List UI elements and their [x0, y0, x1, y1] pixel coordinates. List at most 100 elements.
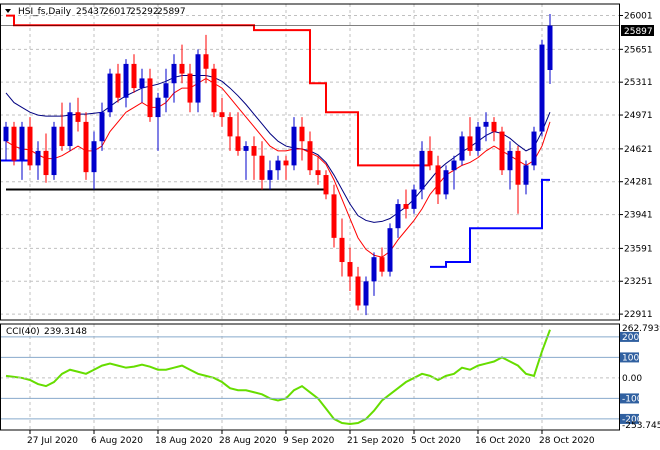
- dropdown-triangle-icon[interactable]: [5, 9, 11, 13]
- candle-body: [139, 78, 145, 89]
- candle-body: [339, 237, 345, 263]
- candle-body: [195, 54, 201, 103]
- ohlc-low: 25292: [130, 7, 159, 17]
- price-tick-label: 25311: [624, 78, 653, 88]
- price-tick-label: 24281: [624, 178, 653, 188]
- candle-body: [59, 126, 65, 147]
- candle-body: [411, 189, 417, 209]
- time-tick-label: 16 Oct 2020: [475, 436, 531, 446]
- cci-level-label: 100: [622, 353, 639, 363]
- ohlc-close: 25897: [157, 7, 186, 17]
- candle-body: [547, 25, 553, 71]
- candle-body: [27, 126, 33, 166]
- ema-slow-line: [5, 75, 551, 223]
- price-panel-frame: [0, 3, 620, 321]
- cci-max-label: 262.7939: [622, 324, 660, 334]
- candle-body: [419, 150, 425, 190]
- candle-body: [19, 126, 25, 161]
- candle-body: [243, 146, 249, 151]
- cci-level-label: -100: [622, 394, 643, 404]
- candle-body: [467, 136, 473, 151]
- price-tick-label: 23941: [624, 211, 653, 221]
- candle-body: [107, 73, 113, 113]
- candle-body: [163, 83, 169, 98]
- candle-body: [171, 63, 177, 84]
- cci-level-label: -200: [622, 415, 643, 425]
- price-tick-label: 25651: [624, 45, 653, 55]
- price-tick-label: 24971: [624, 111, 653, 121]
- candle-body: [315, 170, 321, 176]
- candle-body: [115, 73, 121, 98]
- candle-body: [99, 112, 105, 142]
- candle-body: [251, 146, 257, 156]
- candles-layer: [3, 13, 553, 316]
- candle-body: [259, 155, 265, 180]
- candle-body: [67, 112, 73, 147]
- time-tick-label: 9 Sep 2020: [283, 436, 335, 446]
- indicator-lines-layer: [0, 14, 619, 426]
- channel-high-line: [6, 14, 430, 167]
- cci-panel: 200 100 0.00 -100 -200 262.7939 -253.745: [0, 324, 660, 431]
- candle-body: [347, 262, 353, 277]
- candle-body: [131, 63, 137, 89]
- candle-body: [155, 97, 161, 118]
- current-price-label: 25897: [624, 27, 653, 37]
- candle-body: [211, 68, 217, 113]
- time-tick-label: 28 Oct 2020: [539, 436, 595, 446]
- candle-body: [355, 276, 361, 306]
- time-tick-label: 27 Jul 2020: [27, 436, 78, 446]
- candle-body: [523, 165, 529, 185]
- ohlc-high: 26017: [103, 7, 132, 17]
- candle-body: [539, 44, 545, 132]
- time-tick-label: 18 Aug 2020: [155, 436, 213, 446]
- candle-body: [91, 141, 97, 173]
- candle-body: [3, 126, 9, 142]
- candle-body: [75, 112, 81, 122]
- candle-body: [235, 136, 241, 151]
- candle-body: [147, 78, 153, 118]
- candle-body: [203, 54, 209, 69]
- candle-body: [227, 117, 233, 137]
- candle-body: [395, 204, 401, 229]
- candle-body: [123, 63, 129, 98]
- candle-body: [299, 126, 305, 142]
- time-tick-label: 28 Aug 2020: [219, 436, 277, 446]
- candle-body: [451, 160, 457, 171]
- cci-value: 239.3148: [44, 327, 87, 337]
- current-price-tag: 25897: [621, 25, 654, 37]
- candle-body: [51, 126, 57, 176]
- candle-body: [179, 63, 185, 74]
- candle-body: [371, 257, 377, 282]
- cci-panel-frame: [0, 323, 620, 431]
- candle-body: [307, 141, 313, 171]
- candle-body: [363, 281, 369, 306]
- candle-body: [491, 121, 497, 132]
- candle-body: [403, 204, 409, 209]
- candle-body: [499, 131, 505, 171]
- candle-body: [459, 136, 465, 161]
- candle-body: [427, 150, 433, 166]
- time-tick-label: 5 Oct 2020: [411, 436, 461, 446]
- cci-level-box: [620, 413, 639, 424]
- price-tick-label: 22911: [624, 310, 653, 320]
- cci-line: [5, 329, 551, 426]
- chart-title: HSI_fs,Daily 25437 26017 25292 25897: [5, 7, 186, 17]
- candle-body: [443, 170, 449, 195]
- cci-level-box: [620, 331, 639, 342]
- cci-min-label: -253.745: [622, 421, 660, 431]
- candle-body: [291, 126, 297, 166]
- cci-level-label: 200: [622, 333, 639, 343]
- ema-fast-line: [5, 77, 551, 258]
- ohlc-open: 25437: [76, 7, 105, 17]
- candle-body: [11, 126, 17, 161]
- cci-level-box: [620, 393, 639, 404]
- candle-body: [267, 170, 273, 180]
- price-tick-label: 23591: [624, 244, 653, 254]
- candle-body: [43, 150, 49, 176]
- price-tick-label: 26001: [624, 11, 653, 21]
- price-tick-label: 24621: [624, 145, 653, 155]
- candle-body: [275, 160, 281, 171]
- candle-body: [507, 150, 513, 171]
- time-tick-label: 6 Aug 2020: [91, 436, 143, 446]
